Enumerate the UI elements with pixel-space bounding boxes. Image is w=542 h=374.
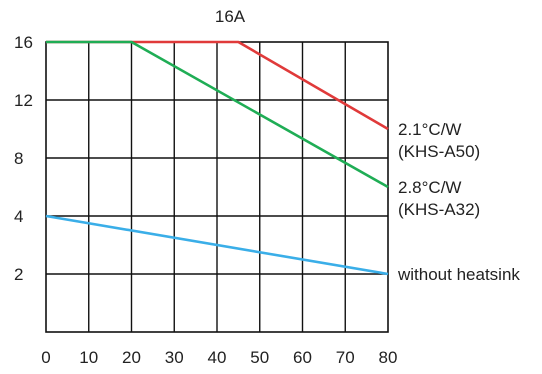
x-tick-label: 20 [122, 348, 141, 367]
series-labels: 2.1°C/W (KHS-A50) 2.8°C/W (KHS-A32) without … [397, 120, 520, 284]
series-label: (KHS-A50) [398, 142, 480, 161]
x-tick-label: 30 [165, 348, 184, 367]
series-label: 2.8°C/W [398, 178, 461, 197]
series-label: without heatsink [397, 265, 520, 284]
x-tick-label: 10 [79, 348, 98, 367]
x-tick-label: 0 [41, 348, 50, 367]
x-tick-label: 80 [379, 348, 398, 367]
x-tick-label: 40 [208, 348, 227, 367]
y-tick-label: 2 [14, 265, 23, 284]
series-line [46, 40, 389, 189]
series-label: 2.1°C/W [398, 120, 461, 139]
chart-title: 16A [215, 7, 246, 26]
y-tick-labels: 2 4 8 12 16 [14, 33, 33, 284]
series-lines [45, 40, 389, 276]
y-tick-label: 4 [14, 207, 23, 226]
y-tick-label: 16 [14, 33, 33, 52]
x-tick-label: 70 [336, 348, 355, 367]
y-tick-label: 8 [14, 149, 23, 168]
series-label: (KHS-A32) [398, 200, 480, 219]
x-tick-label: 60 [293, 348, 312, 367]
y-tick-label: 12 [14, 91, 33, 110]
series-line [45, 214, 389, 276]
x-tick-labels: 0 10 20 30 40 50 60 70 80 [41, 348, 397, 367]
grid-lines [46, 42, 388, 332]
x-tick-label: 50 [250, 348, 269, 367]
